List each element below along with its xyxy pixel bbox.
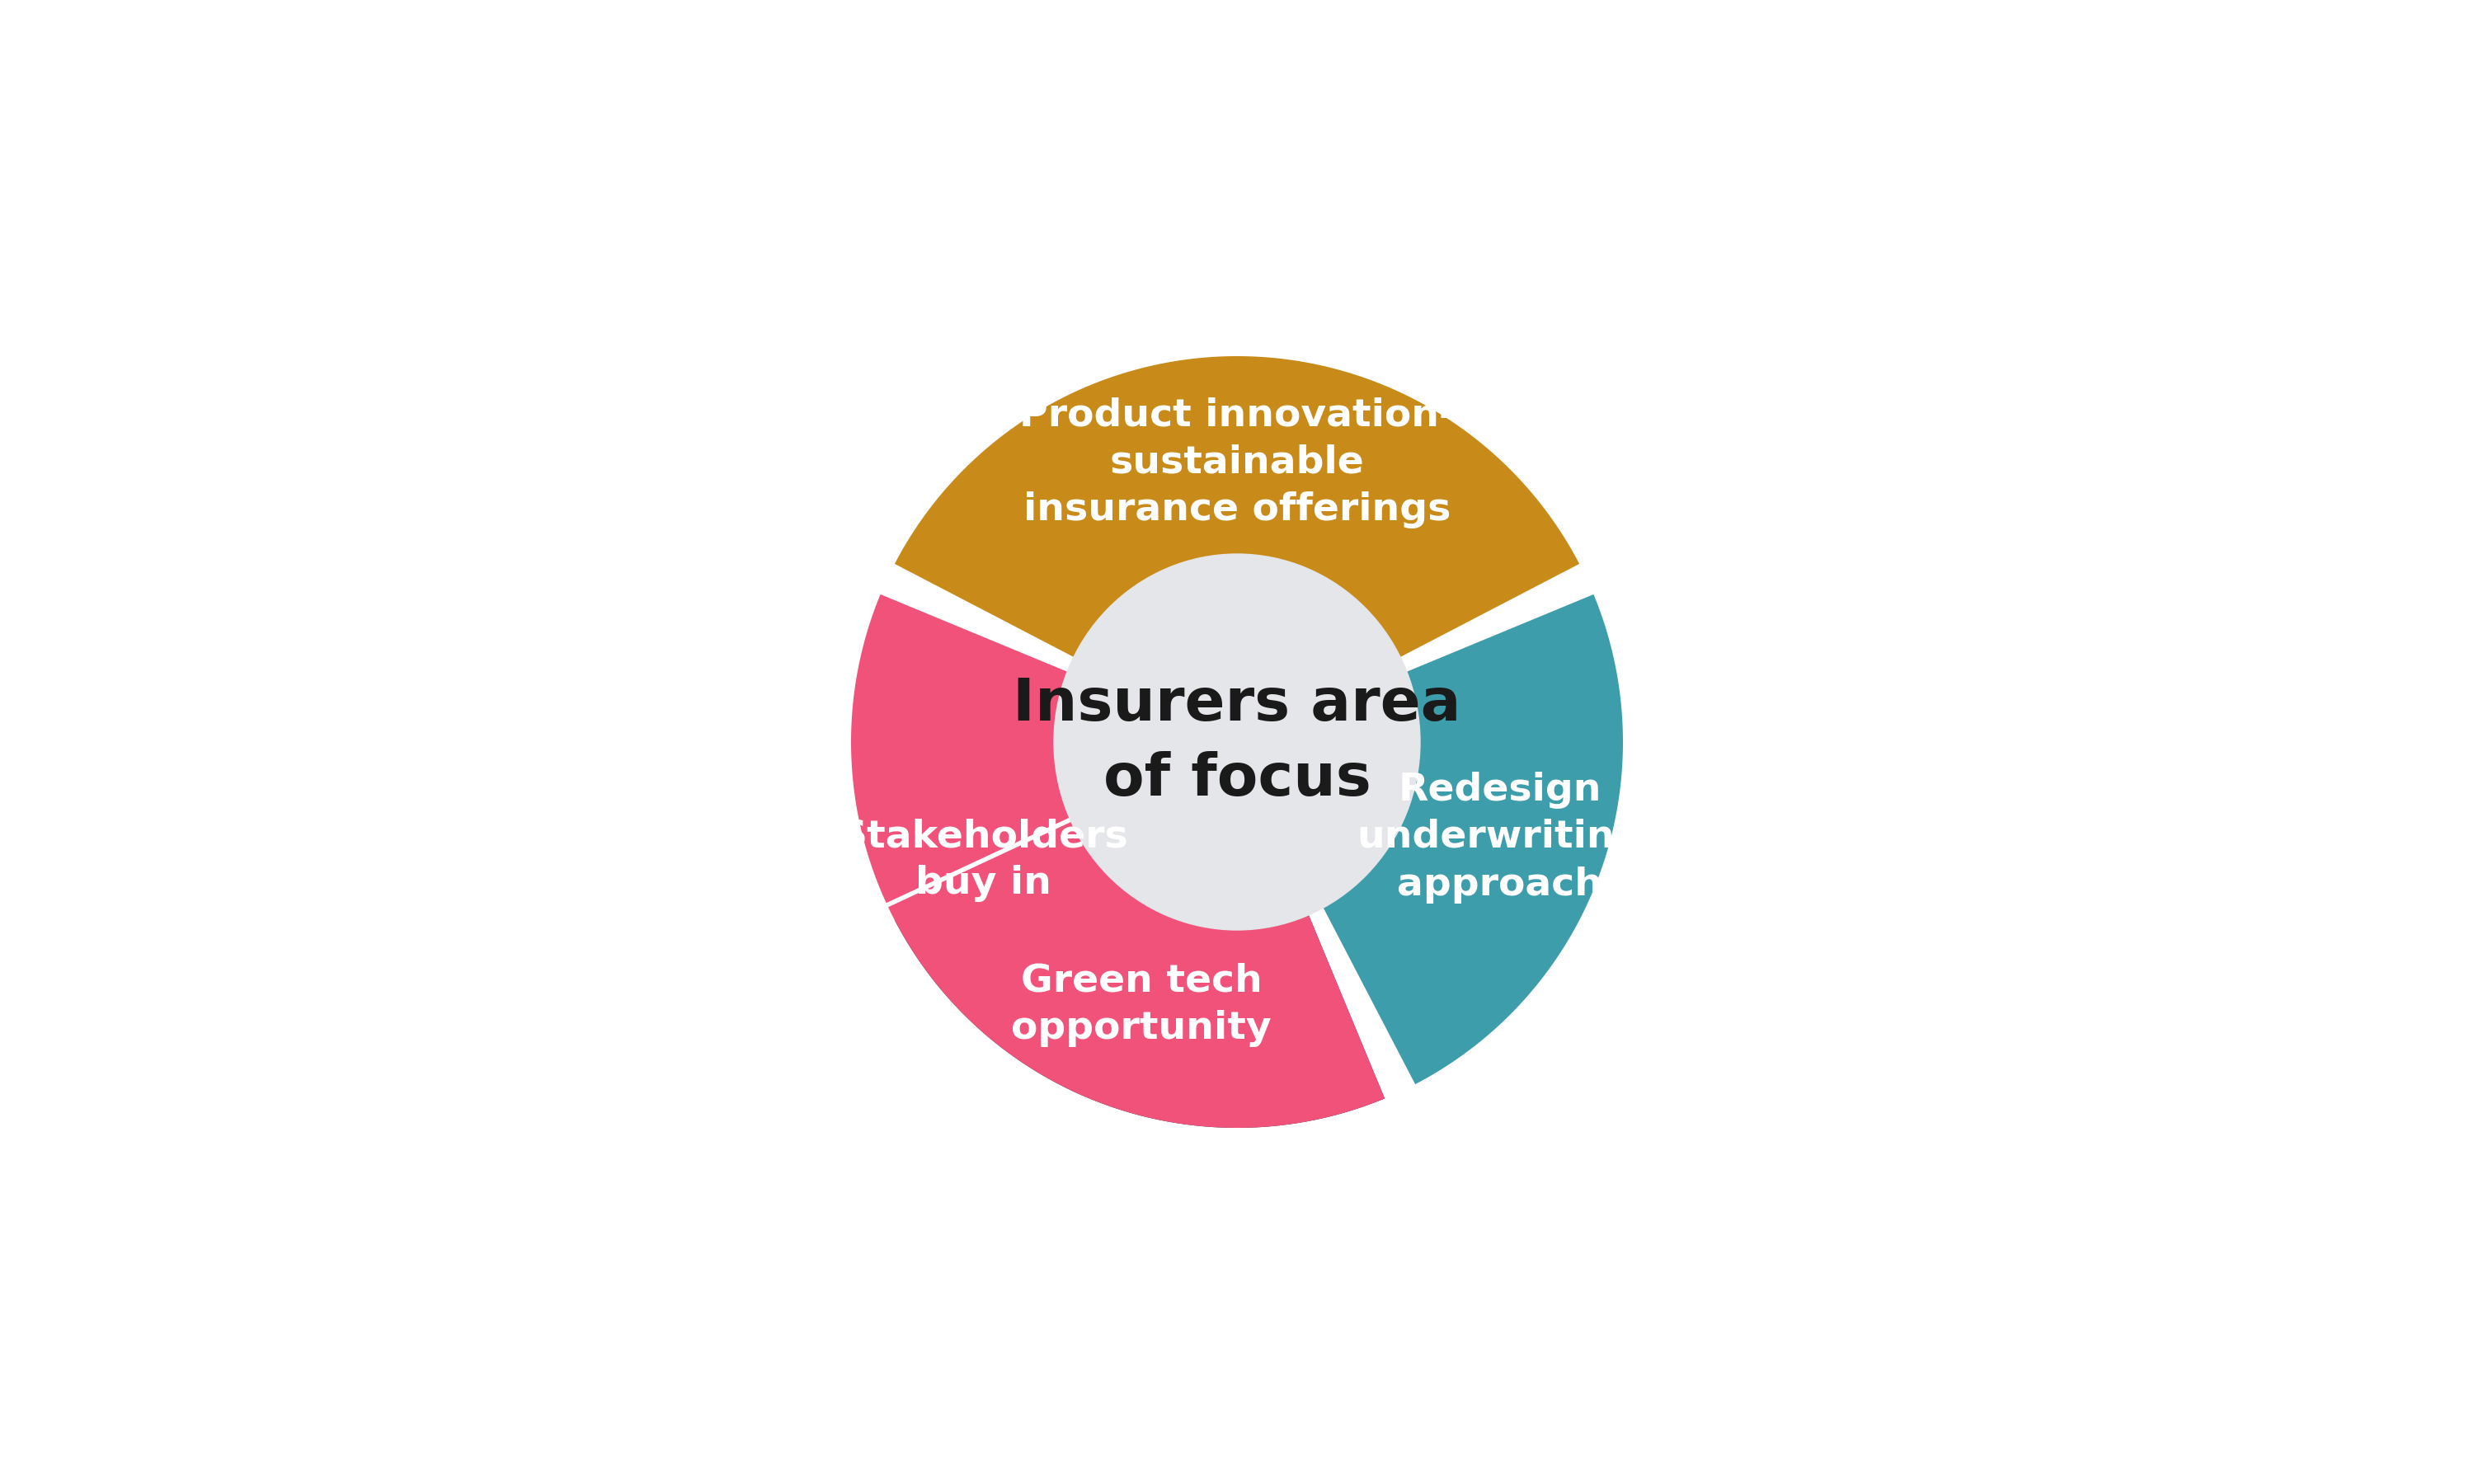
Polygon shape [896,822,1385,1128]
Text: Product innovation-
sustainable
insurance offerings: Product innovation- sustainable insuranc… [1019,396,1455,528]
Text: Stakeholders
buy in: Stakeholders buy in [839,818,1128,902]
Text: Insurers area
of focus: Insurers area of focus [1012,677,1462,807]
Polygon shape [851,595,1385,1128]
Polygon shape [1316,595,1623,1085]
Polygon shape [896,356,1578,662]
Text: Green tech
opportunity: Green tech opportunity [1012,963,1272,1046]
Text: Redesign
underwriting
approach: Redesign underwriting approach [1356,772,1643,904]
Ellipse shape [1054,554,1420,930]
